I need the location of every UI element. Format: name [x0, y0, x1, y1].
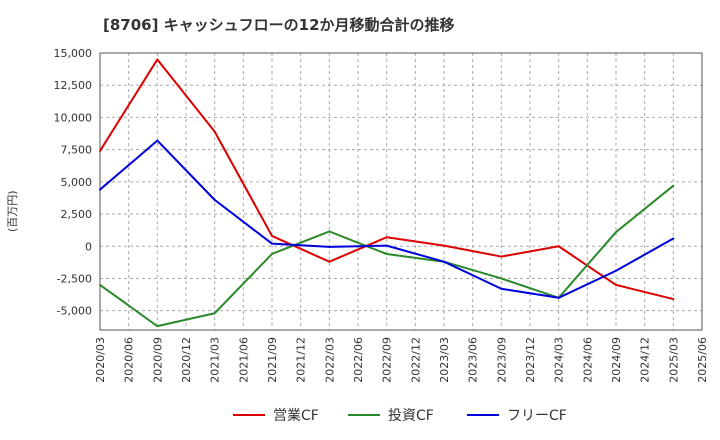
series-3-point: [672, 237, 675, 240]
series-1-point: [156, 58, 159, 61]
legend-label-2: 投資CF: [388, 408, 434, 424]
legend-label-1: 営業CF: [273, 408, 319, 424]
series-3-point: [443, 260, 445, 263]
y-tick-label: 0: [85, 240, 92, 253]
series-1-point: [385, 236, 388, 239]
series-2-point: [672, 184, 675, 187]
y-tick-label: 5,000: [61, 176, 93, 189]
x-tick-label: 2022/06: [352, 337, 365, 383]
series-1-point: [443, 244, 445, 247]
x-tick-label: 2022/09: [381, 337, 394, 383]
y-tick-label: -2,500: [57, 272, 92, 285]
series-line-3: [99, 139, 674, 299]
series-1-point: [99, 149, 101, 152]
series-1-point: [557, 245, 560, 248]
series-3-point: [156, 139, 159, 142]
x-tick-label: 2021/06: [237, 337, 250, 383]
x-tick-label: 2025/06: [696, 337, 709, 383]
x-tick-label: 2023/09: [495, 337, 508, 383]
y-tick-label: 2,500: [61, 208, 93, 221]
x-tick-label: 2020/09: [151, 337, 164, 383]
series-3-point: [328, 245, 331, 248]
series-2-point: [328, 230, 331, 233]
x-tick-label: 2024/03: [553, 337, 566, 383]
series-2-point: [385, 252, 388, 255]
x-tick-label: 2022/03: [323, 337, 336, 383]
x-tick-label: 2024/12: [639, 337, 652, 383]
y-tick-label: 12,500: [54, 79, 93, 92]
y-tick-label: 7,500: [61, 144, 93, 157]
x-tick-label: 2021/03: [209, 337, 222, 383]
y-tick-label: 15,000: [54, 47, 93, 60]
series-2-point: [615, 231, 617, 234]
x-tick-label: 2022/12: [409, 337, 422, 383]
x-tick-label: 2023/03: [438, 337, 451, 383]
grid-layer: [99, 52, 703, 330]
series-3-point: [500, 287, 503, 290]
x-tick-label: 2020/03: [94, 337, 107, 383]
series-1-point: [500, 255, 503, 258]
x-tick-label: 2021/09: [266, 337, 279, 383]
series-1-point: [213, 130, 216, 133]
x-tick-label: 2020/12: [180, 337, 193, 383]
y-tick-label: 10,000: [54, 111, 93, 124]
series-1-point: [615, 283, 617, 286]
series-2-point: [500, 277, 503, 280]
x-tick-label: 2023/12: [524, 337, 537, 383]
series-2-point: [99, 283, 101, 286]
series-3-point: [271, 242, 273, 245]
x-tick-label: 2023/06: [467, 337, 480, 383]
series-1-point: [271, 234, 273, 237]
series-layer: [99, 58, 675, 328]
series-2-point: [213, 312, 216, 315]
series-3-point: [213, 198, 216, 201]
series-2-point: [271, 252, 273, 255]
series-1-point: [672, 298, 675, 301]
x-tick-label: 2025/03: [667, 337, 680, 383]
y-tick-label: -5,000: [57, 305, 92, 318]
plot-frame: [99, 52, 703, 331]
legend-layer: 営業CF 投資CF フリーCF: [233, 408, 567, 424]
legend-label-3: フリーCF: [507, 408, 567, 424]
series-3-point: [615, 269, 617, 272]
x-tick-label: 2021/12: [295, 337, 308, 383]
series-3-point: [385, 244, 388, 247]
x-tick-label: 2024/09: [610, 337, 623, 383]
x-tick-label: 2020/06: [123, 337, 136, 383]
x-tick-label: 2024/06: [581, 337, 594, 383]
series-2-point: [156, 325, 159, 328]
axis-layer: 2020/03 2020/06 2020/09 2020/12 2021/03 2021/…: [54, 47, 710, 383]
series-1-point: [328, 260, 331, 263]
series-3-point: [99, 188, 101, 191]
series-3-point: [557, 296, 560, 299]
chart-title: [8706] キャッシュフローの12か月移動合計の推移: [103, 16, 455, 34]
